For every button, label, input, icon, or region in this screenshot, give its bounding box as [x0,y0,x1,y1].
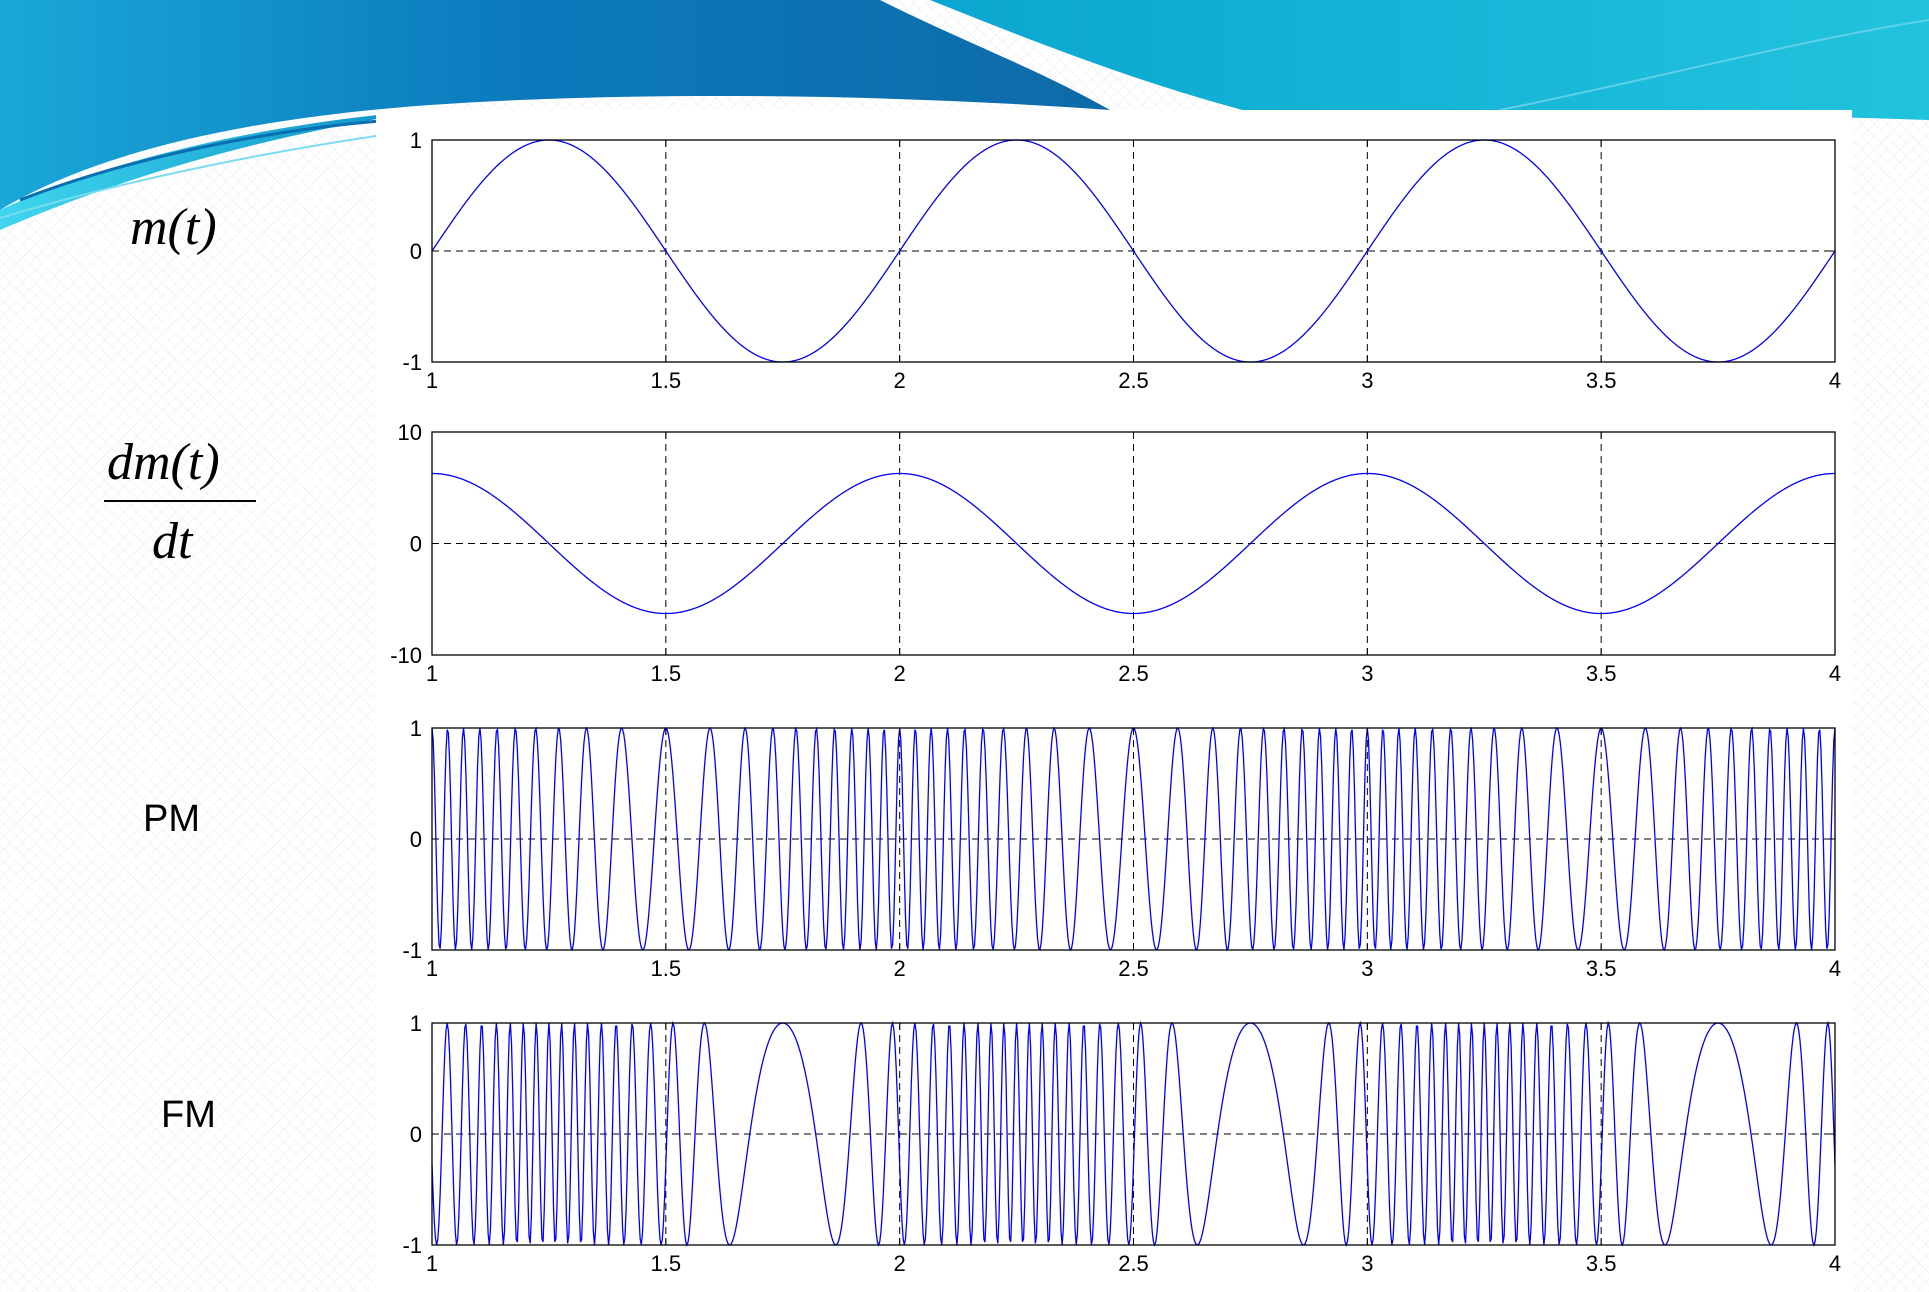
chart-pm-xtick-label: 1 [426,956,438,981]
chart-derivative-xtick-label: 2 [894,661,906,686]
label-derivative-numerator: dm(t) [107,434,220,491]
chart-derivative-ytick-label: 10 [398,420,422,445]
fraction-bar [104,500,256,502]
chart-message-series-line [431,139,1836,363]
label-message: m(t) [130,199,217,256]
chart-derivative-xtick-label: 3.5 [1586,661,1617,686]
chart-fm-xtick-label: 1 [426,1251,438,1276]
chart-message-ytick-label: -1 [402,350,422,375]
chart-pm-ytick-label: 0 [410,827,422,852]
chart-message-xtick-label: 2.5 [1118,368,1149,393]
label-fm: FM [161,1094,216,1136]
chart-fm-ytick-label: -1 [402,1233,422,1258]
chart-derivative-ytick-label: -10 [390,643,422,668]
chart-message-ytick-label: 1 [410,128,422,153]
chart-derivative-ytick-label: 0 [410,532,422,557]
label-derivative-denominator: dt [152,513,193,570]
chart-pm-xtick-label: 4 [1829,956,1841,981]
chart-pm-xtick-label: 2 [894,956,906,981]
chart-fm-xtick-label: 2.5 [1118,1251,1149,1276]
chart-derivative-xtick-label: 1 [426,661,438,686]
label-pm: PM [143,798,200,840]
chart-message-xtick-label: 2 [894,368,906,393]
header-banner [0,0,1929,230]
chart-message-xtick-label: 3.5 [1586,368,1617,393]
chart-pm-ytick-label: 1 [410,716,422,741]
chart-derivative-xtick-label: 4 [1829,661,1841,686]
chart-derivative-xtick-label: 2.5 [1118,661,1149,686]
chart-message-ytick-label: 0 [410,239,422,264]
chart-fm-series-line [431,1020,1836,1247]
chart-pm-xtick-label: 1.5 [651,956,682,981]
chart-message-xtick-label: 3 [1361,368,1373,393]
chart-pm-xtick-label: 2.5 [1118,956,1149,981]
chart-derivative-xtick-label: 3 [1361,661,1373,686]
chart-pm-ytick-label: -1 [402,938,422,963]
chart-fm-xtick-label: 2 [894,1251,906,1276]
chart-pm-xtick-label: 3 [1361,956,1373,981]
chart-derivative-series-line [431,472,1836,615]
chart-fm-xtick-label: 3.5 [1586,1251,1617,1276]
chart-message-xtick-label: 1 [426,368,438,393]
chart-fm-xtick-label: 4 [1829,1251,1841,1276]
chart-fm-ytick-label: 1 [410,1011,422,1036]
chart-pm-xtick-label: 3.5 [1586,956,1617,981]
chart-derivative-xtick-label: 1.5 [651,661,682,686]
chart-message-xtick-label: 1.5 [651,368,682,393]
chart-fm-ytick-label: 0 [410,1122,422,1147]
chart-fm-xtick-label: 3 [1361,1251,1373,1276]
chart-fm-xtick-label: 1.5 [651,1251,682,1276]
chart-message-xtick-label: 4 [1829,368,1841,393]
